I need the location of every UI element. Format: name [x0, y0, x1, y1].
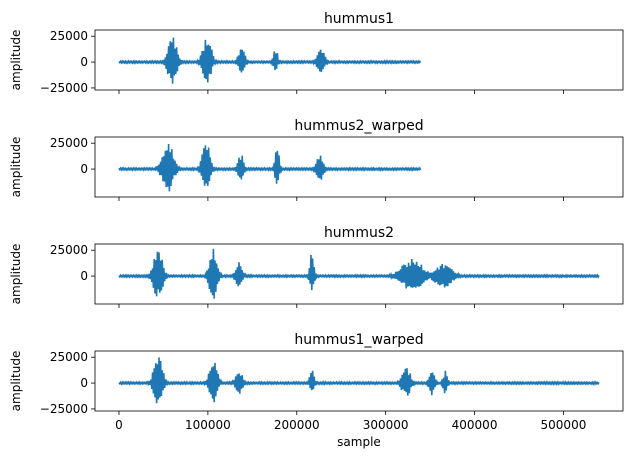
y-axis-label: amplitude [9, 244, 23, 305]
y-tick-label: 0 [80, 162, 88, 176]
waveform-series [118, 143, 422, 192]
subplot-4: hummus1_warped −25000 0 25000 amplitude 0 1000… [9, 332, 624, 449]
y-tick-label: 0 [80, 269, 88, 283]
y-tick-label: 25000 [50, 136, 88, 150]
subplot-title: hummus2_warped [294, 118, 423, 134]
y-axis-label: amplitude [9, 30, 23, 91]
subplot-1: hummus1 −25000 0 25000 amplitude [9, 11, 624, 95]
y-tick-label: 25000 [50, 243, 88, 257]
subplot-title: hummus2 [324, 225, 394, 241]
x-tick-label: 300000 [363, 418, 409, 432]
axes-frame [94, 350, 624, 412]
waveform-series [118, 357, 600, 404]
waveform-series [118, 37, 422, 84]
y-tick-label: −25000 [40, 402, 88, 416]
axes-frame [94, 243, 624, 305]
waveform-series [118, 248, 600, 299]
x-tick-label: 0 [115, 418, 123, 432]
subplot-3: hummus2 0 25000 amplitude [9, 225, 624, 308]
axes-frame [94, 136, 624, 198]
y-axis-label: amplitude [9, 351, 23, 412]
y-axis-label: amplitude [9, 137, 23, 198]
x-axis-label: sample [337, 435, 381, 449]
y-tick-label: 25000 [50, 29, 88, 43]
x-tick-label: 100000 [185, 418, 231, 432]
x-tick-label: 400000 [452, 418, 498, 432]
x-tick-label: 500000 [541, 418, 587, 432]
x-tick-label: 200000 [274, 418, 320, 432]
subplot-title: hummus1 [324, 11, 394, 27]
subplot-2: hummus2_warped 0 25000 amplitude [9, 118, 624, 201]
y-tick-label: 0 [80, 376, 88, 390]
subplot-title: hummus1_warped [294, 332, 423, 348]
y-tick-label: 0 [80, 55, 88, 69]
y-tick-label: 25000 [50, 350, 88, 364]
axes-frame [94, 29, 624, 91]
y-tick-label: −25000 [40, 81, 88, 95]
